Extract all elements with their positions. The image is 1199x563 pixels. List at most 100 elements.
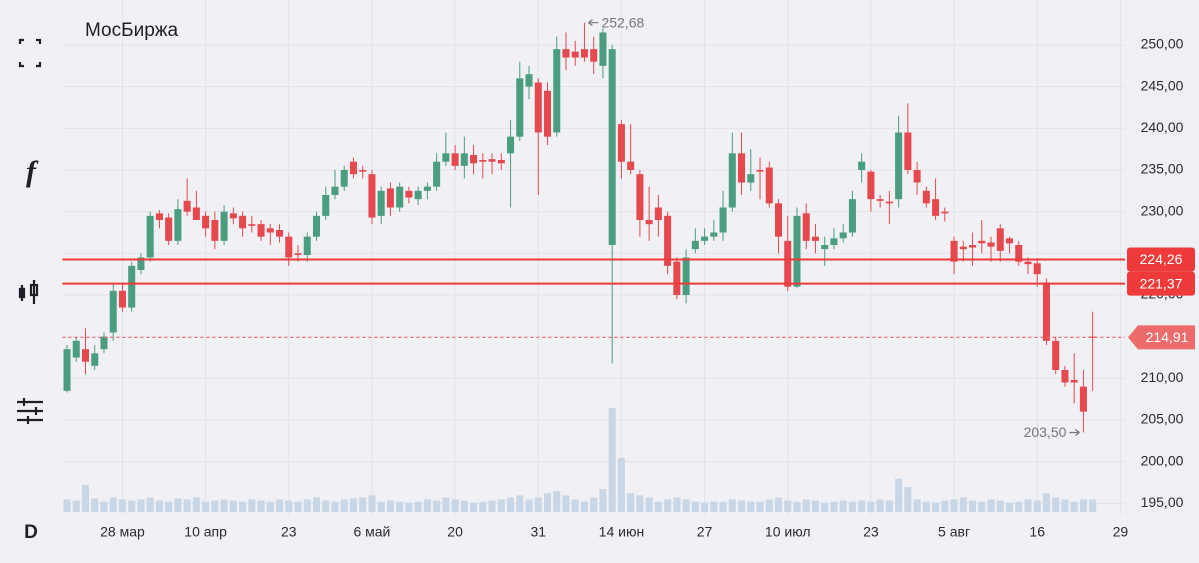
x-tick-label: 20	[447, 524, 463, 540]
volume-bar	[359, 497, 367, 512]
y-tick-label: 200,00	[1141, 452, 1184, 468]
chart-title: МосБиржа	[85, 20, 178, 41]
volume-bar	[451, 499, 459, 512]
candle-body	[368, 174, 376, 218]
y-tick-label: 230,00	[1141, 202, 1184, 218]
volume-bar	[636, 495, 644, 512]
volume-bar	[765, 499, 773, 512]
volume-bar	[1015, 501, 1023, 512]
candle-body	[978, 240, 986, 244]
candle-body	[848, 199, 856, 233]
volume-bar	[876, 499, 884, 512]
volume-bar	[553, 491, 561, 512]
volume-bar	[109, 497, 117, 512]
x-tick-label: 31	[530, 524, 546, 540]
candle-body	[470, 155, 478, 164]
volume-bar	[599, 489, 607, 512]
volume-bar	[312, 497, 321, 512]
volume-bar	[811, 500, 819, 512]
candle-body	[72, 340, 80, 358]
volume-bar	[488, 500, 496, 512]
volume-bar	[257, 500, 265, 512]
volume-bar	[654, 501, 662, 512]
volume-bar	[294, 501, 302, 512]
candle-body	[229, 213, 237, 219]
volume-bar	[830, 501, 838, 512]
volume-bar	[248, 499, 256, 512]
candles-icon[interactable]	[18, 280, 39, 304]
candle-body	[266, 228, 274, 233]
volume-bar	[155, 500, 163, 512]
candle-body	[460, 153, 468, 166]
candle-body	[1089, 336, 1097, 338]
candle-body	[830, 238, 838, 245]
volume-bar	[525, 499, 533, 512]
volume-bar	[479, 501, 487, 512]
candle-body	[645, 220, 653, 225]
candle-body	[1024, 261, 1032, 265]
candle-body	[876, 199, 884, 201]
candle-body	[617, 124, 625, 162]
candle-body	[885, 201, 893, 204]
candle-layer	[63, 22, 1097, 433]
candle-body	[451, 153, 459, 166]
volume-bar	[719, 501, 727, 512]
volume-bar	[738, 500, 746, 512]
candle-body	[959, 246, 967, 250]
interval-label[interactable]: D	[24, 522, 38, 543]
candle-body	[821, 245, 829, 250]
x-tick-label: 28 мар	[100, 524, 145, 540]
volume-bar	[858, 500, 866, 512]
volume-bar	[885, 500, 893, 512]
volume-bar	[63, 499, 71, 512]
volume-bar	[137, 499, 145, 512]
volume-bar	[710, 501, 718, 512]
candle-body	[81, 349, 90, 362]
volume-bar	[682, 499, 690, 512]
x-tick-label: 23	[863, 524, 879, 540]
x-tick-label: 16	[1029, 524, 1045, 540]
candle-body	[553, 49, 561, 133]
candle-body	[340, 170, 348, 187]
candle-body	[322, 195, 330, 216]
indicators-icon[interactable]: f	[26, 155, 39, 188]
volume-bar	[460, 500, 468, 512]
volume-bar	[932, 502, 940, 512]
volume-bar	[821, 502, 829, 512]
volume-bar	[146, 497, 154, 512]
candle-body	[1005, 238, 1014, 244]
settings-icon[interactable]	[17, 398, 43, 424]
volume-bar	[405, 502, 413, 512]
candle-body	[867, 171, 875, 200]
volume-bar	[996, 500, 1004, 512]
toolbar	[17, 38, 43, 424]
volume-bar	[303, 499, 311, 512]
volume-bar	[91, 498, 99, 512]
volume-bar	[922, 501, 930, 512]
volume-bar	[81, 484, 90, 512]
candle-body	[414, 190, 422, 200]
candle-body	[248, 224, 256, 226]
candle-body	[608, 49, 616, 245]
candle-body	[913, 170, 921, 183]
volume-layer	[63, 408, 1097, 512]
volume-bar	[913, 499, 921, 512]
candle-body	[165, 217, 173, 241]
candle-body	[950, 240, 958, 262]
candle-body	[276, 230, 284, 237]
volume-bar	[627, 493, 635, 512]
volume-bar	[377, 501, 385, 512]
x-tick-label: 10 июл	[765, 524, 811, 540]
candle-body	[941, 211, 949, 214]
candle-body	[100, 336, 108, 350]
volume-bar	[128, 500, 136, 512]
candle-body	[1070, 380, 1078, 383]
candle-body	[571, 51, 579, 58]
volume-bar	[747, 501, 755, 512]
candle-body	[386, 188, 394, 208]
x-tick-label: 29	[1113, 524, 1129, 540]
fullscreen-icon[interactable]	[18, 38, 42, 68]
volume-bar	[590, 497, 598, 512]
volume-bar	[1033, 500, 1041, 512]
